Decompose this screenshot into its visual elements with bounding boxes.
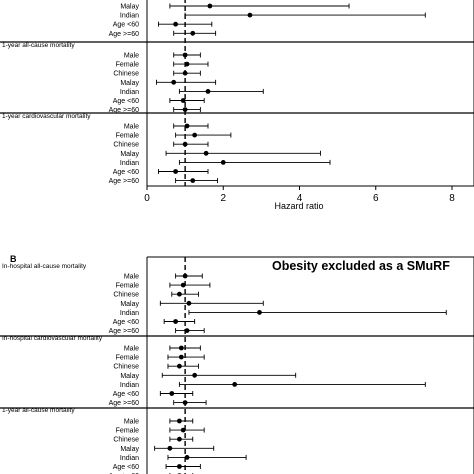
hazard-ratio-point — [184, 455, 190, 460]
forest-panel-2: In-hospital all-cause mortality Male Femal… — [0, 254, 474, 474]
hazard-ratio-point — [184, 123, 190, 129]
x-tick-label: 8 — [449, 193, 455, 204]
row-label: Malay — [120, 4, 139, 11]
forest-panel-1: Malay Indian Age <60 Age >=60 1-year all-cau… — [0, 0, 474, 211]
hazard-ratio-point — [177, 291, 182, 297]
hazard-ratio-point — [203, 150, 209, 156]
row-label: Male — [124, 124, 139, 131]
hazard-ratio-point — [186, 300, 192, 306]
group-title: 1-year all-cause mortality — [2, 42, 75, 49]
hazard-ratio-point — [177, 363, 182, 369]
row-label: Female — [116, 283, 139, 290]
x-axis-label: Hazard ratio — [274, 201, 323, 211]
hazard-ratio-point — [192, 372, 198, 378]
row-label: Female — [116, 62, 139, 69]
row-label: Age >=60 — [109, 178, 139, 185]
row-label: Age >=60 — [109, 328, 139, 335]
row-label: Age <60 — [113, 391, 139, 398]
hazard-ratio-point — [207, 3, 213, 9]
row-label: Female — [116, 133, 139, 140]
hazard-ratio-point — [190, 178, 196, 184]
row-label: Indian — [120, 13, 139, 20]
hazard-ratio-point — [178, 354, 184, 360]
row-label: Chinese — [113, 292, 139, 299]
hazard-ratio-point — [182, 70, 188, 76]
row-label: Male — [124, 346, 139, 353]
row-label: Age <60 — [113, 22, 139, 29]
hazard-ratio-point — [182, 107, 188, 112]
row-label: Age >=60 — [109, 400, 139, 407]
hazard-ratio-point — [180, 427, 186, 433]
row-label: Chinese — [113, 71, 139, 78]
row-label: Malay — [120, 301, 139, 308]
row-label: Malay — [120, 446, 139, 453]
panel-annotation: Obesity excluded as a SMuRF — [272, 259, 450, 273]
hazard-ratio-point — [169, 391, 175, 396]
hazard-ratio-point — [182, 141, 188, 147]
x-tick-label: 4 — [297, 193, 303, 204]
hazard-ratio-point — [220, 160, 226, 165]
row-label: Male — [124, 274, 139, 281]
row-label: Indian — [120, 382, 139, 389]
row-label: Age >=60 — [109, 107, 139, 114]
hazard-ratio-point — [173, 319, 178, 324]
row-label: Age <60 — [113, 319, 139, 326]
hazard-ratio-point — [182, 273, 188, 279]
panel-label: B — [10, 254, 17, 264]
hazard-ratio-point — [178, 345, 184, 351]
hazard-ratio-point — [180, 282, 186, 288]
row-label: Age >=60 — [109, 31, 139, 38]
hazard-ratio-point — [171, 79, 177, 85]
hazard-ratio-point — [190, 30, 196, 36]
row-label: Indian — [120, 160, 139, 167]
hazard-ratio-point — [182, 400, 188, 405]
hazard-ratio-point — [177, 418, 182, 424]
group-title: In-hospital cardiovascular mortality — [2, 335, 103, 342]
hazard-ratio-point — [192, 132, 198, 138]
row-label: Age <60 — [113, 169, 139, 176]
hazard-ratio-point — [184, 328, 190, 333]
row-label: Age <60 — [113, 98, 139, 105]
hazard-ratio-point — [205, 89, 211, 94]
row-label: Male — [124, 419, 139, 426]
hazard-ratio-point — [180, 98, 186, 103]
hazard-ratio-point — [232, 382, 238, 387]
hazard-ratio-point — [167, 445, 173, 451]
row-label: Malay — [120, 373, 139, 380]
row-label: Indian — [120, 310, 139, 317]
group-title: In-hospital all-cause mortality — [2, 263, 87, 270]
hazard-ratio-point — [182, 52, 188, 58]
row-label: Chinese — [113, 437, 139, 444]
hazard-ratio-point — [257, 310, 262, 315]
row-label: Indian — [120, 455, 139, 462]
row-label: Age <60 — [113, 464, 139, 471]
hazard-ratio-point — [173, 21, 178, 27]
row-label: Malay — [120, 151, 139, 158]
hazard-ratio-point — [184, 61, 190, 67]
hazard-ratio-point — [177, 464, 182, 469]
row-label: Indian — [120, 89, 139, 96]
group-title: 1-year cardiovascular mortality — [2, 113, 91, 120]
group-title: 1-year all-cause mortality — [2, 407, 75, 414]
row-label: Female — [116, 355, 139, 362]
row-label: Chinese — [113, 364, 139, 371]
hazard-ratio-point — [247, 12, 253, 18]
row-label: Male — [124, 53, 139, 60]
row-label: Malay — [120, 80, 139, 87]
row-label: Chinese — [113, 142, 139, 149]
row-label: Female — [116, 428, 139, 435]
x-tick-label: 0 — [144, 193, 150, 204]
hazard-ratio-point — [177, 436, 182, 442]
x-tick-label: 2 — [220, 193, 226, 204]
hazard-ratio-point — [173, 169, 178, 174]
x-tick-label: 6 — [373, 193, 379, 204]
